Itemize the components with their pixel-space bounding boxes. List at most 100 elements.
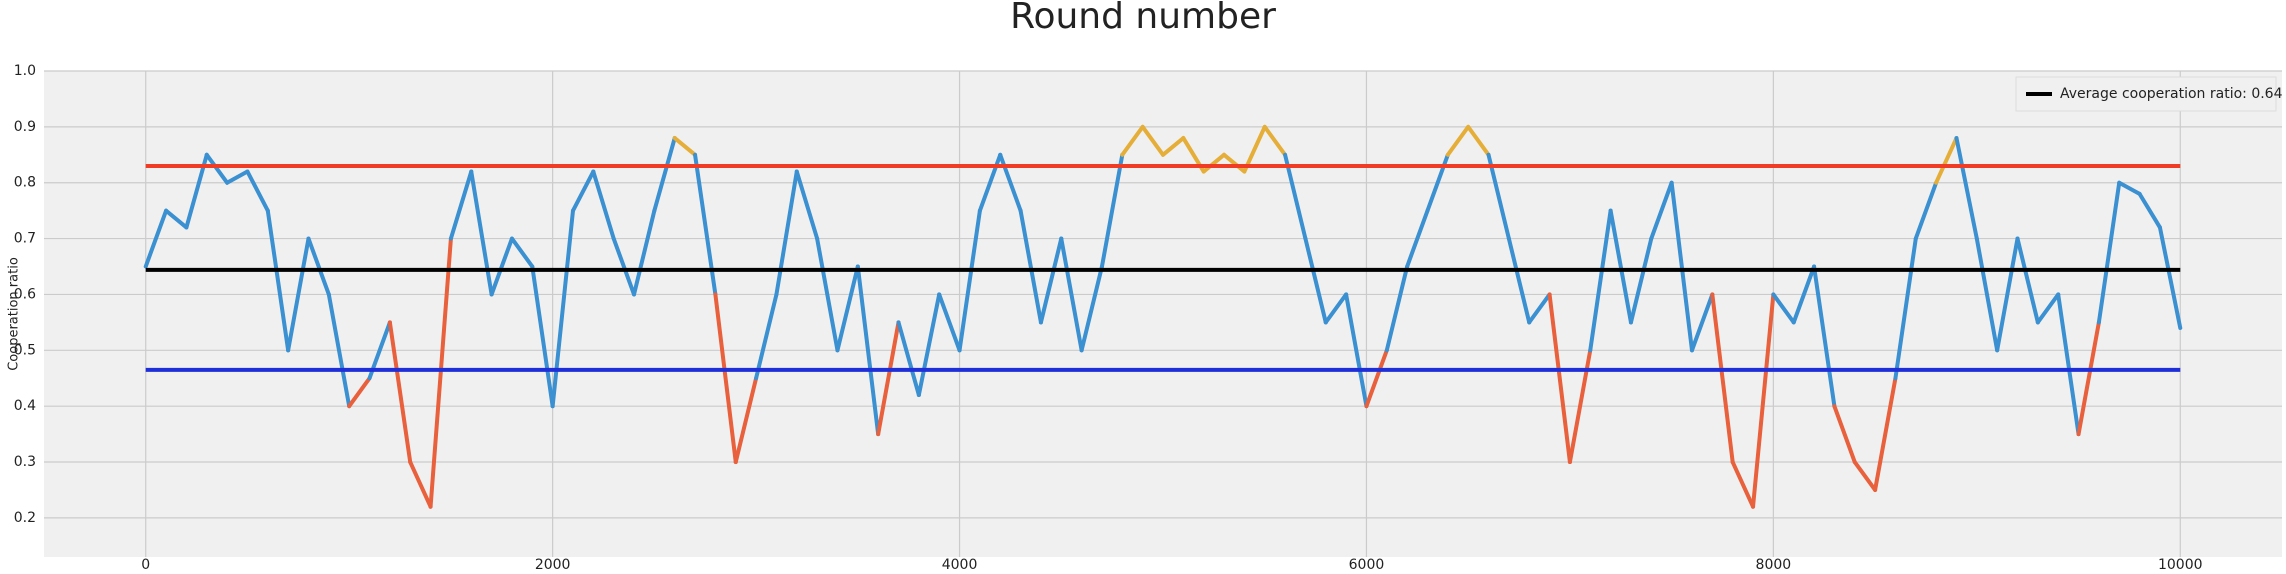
series-segment <box>428 236 453 509</box>
series-segment <box>1730 460 1756 509</box>
series-segment <box>1222 152 1247 174</box>
chart-title: Round number <box>1010 0 1276 37</box>
y-tick-label: 0.5 <box>14 342 36 358</box>
series-segment <box>1913 180 1939 241</box>
series-segment <box>1527 292 1552 325</box>
x-tick-label: 4000 <box>942 557 978 573</box>
series-segment <box>672 136 698 157</box>
series-segment <box>652 136 677 213</box>
y-tick-label: 0.2 <box>14 510 36 526</box>
y-tick-label: 0.9 <box>14 119 36 135</box>
series-segment <box>225 169 250 185</box>
series-segment <box>1995 236 2020 353</box>
series-segment <box>1099 152 1125 269</box>
series-segment <box>469 169 494 297</box>
series-segment <box>164 208 189 230</box>
series-segment <box>876 320 901 437</box>
series-segment <box>1751 292 1776 509</box>
series-segment <box>530 264 555 409</box>
series-segment <box>1486 152 1511 241</box>
x-tick-label: 10000 <box>2158 557 2203 573</box>
series-segment <box>489 236 514 297</box>
series-segment <box>1934 136 1959 185</box>
x-tick-label: 8000 <box>1756 557 1792 573</box>
series-segment <box>1710 292 1735 465</box>
series-segment <box>1812 264 1837 409</box>
series-segment <box>896 320 921 397</box>
series-segment <box>1384 264 1410 353</box>
y-tick-label: 0.3 <box>14 454 36 470</box>
y-tick-label: 0.6 <box>14 286 36 302</box>
series-segment <box>1832 404 1857 465</box>
series-segment <box>570 169 596 213</box>
y-tick-label: 1.0 <box>14 63 36 79</box>
series-segment <box>855 264 881 437</box>
series-segment <box>1303 236 1328 325</box>
series-segment <box>286 236 311 353</box>
series-segment <box>1201 152 1227 174</box>
series-segment <box>509 236 535 269</box>
series-segment <box>347 376 372 409</box>
series-segment <box>2056 292 2081 437</box>
series-segment <box>1445 124 1471 157</box>
series-segment <box>1547 292 1572 465</box>
series-segment <box>1405 208 1430 269</box>
series-segment <box>794 169 820 241</box>
series-segment <box>591 169 616 241</box>
series-segment <box>326 292 352 409</box>
x-tick-label: 6000 <box>1349 557 1385 573</box>
series-segment <box>1852 460 1878 492</box>
legend-box <box>2015 76 2277 112</box>
y-tick-label: 0.4 <box>14 398 36 414</box>
y-tick-label: 0.7 <box>14 231 36 247</box>
series-segment <box>1323 292 1349 325</box>
series-segment <box>2137 191 2162 230</box>
series-segment <box>1689 292 1715 353</box>
y-tick-label: 0.8 <box>14 175 36 191</box>
series-segment <box>1506 236 1532 325</box>
series-segment <box>1364 348 1389 409</box>
series-segment <box>1893 236 1918 381</box>
x-tick-label: 0 <box>141 557 150 573</box>
series-segment <box>1466 124 1491 157</box>
series-segment <box>916 292 942 397</box>
series-segment <box>1038 236 1064 325</box>
series-segment <box>815 236 840 353</box>
series-segment <box>387 320 413 465</box>
series-segment <box>733 376 759 465</box>
series-segment <box>2117 180 2142 196</box>
series-segment <box>1873 376 1898 492</box>
series-segment <box>774 169 799 297</box>
series-segment <box>2096 180 2122 325</box>
series-segment <box>1974 236 2000 353</box>
y-axis-label: Cooperation ratio <box>7 257 22 371</box>
series-segment <box>937 292 962 353</box>
series-segment <box>245 169 270 213</box>
series-segment <box>713 292 738 465</box>
series-segment <box>408 460 433 509</box>
series-segment <box>1771 292 1796 325</box>
series-segment <box>1954 136 1979 241</box>
series-segment <box>1649 180 1674 241</box>
series-segment <box>1283 152 1308 241</box>
series-segment <box>754 292 779 381</box>
series-segment <box>1059 236 1084 353</box>
series-segment <box>1588 208 1613 353</box>
series-segment <box>632 208 657 297</box>
series-segment <box>957 208 982 353</box>
series-segment <box>1669 180 1694 353</box>
series-segment <box>1608 208 1633 325</box>
series-segment <box>265 208 291 353</box>
series-segment <box>1161 136 1186 157</box>
series-segment <box>611 236 637 297</box>
series-segment <box>1628 236 1654 325</box>
series-segment <box>835 264 860 353</box>
series-segment <box>306 236 331 297</box>
series-segment <box>1079 264 1104 353</box>
series-segment <box>448 169 474 241</box>
series-segment <box>2157 225 2183 330</box>
legend-label: Average cooperation ratio: 0.64 <box>2060 86 2283 102</box>
series-segment <box>1018 208 1043 325</box>
series-segment <box>204 152 230 185</box>
